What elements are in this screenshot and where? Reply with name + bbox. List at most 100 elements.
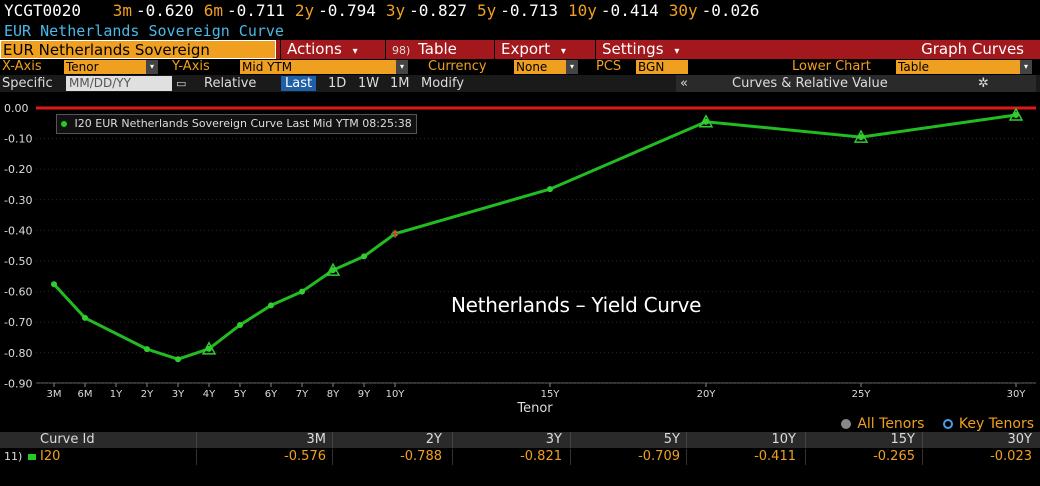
export-menu[interactable]: Export ▾: [494, 40, 594, 59]
chevron-down-icon[interactable]: ▾: [146, 60, 158, 74]
chevron-down-icon[interactable]: ▾: [396, 60, 408, 74]
data-point[interactable]: [51, 281, 57, 288]
y-tick-label: -0.30: [4, 194, 32, 207]
table-cell: -0.576: [284, 449, 326, 464]
column-header[interactable]: 15Y: [890, 432, 915, 447]
column-divider: [452, 432, 453, 448]
data-point[interactable]: [268, 302, 274, 309]
collapse-icon[interactable]: «: [680, 76, 688, 91]
column-header[interactable]: 3M: [306, 432, 327, 447]
data-point[interactable]: [361, 253, 367, 260]
ticker-bar: YCGT0020 3m -0.620 6m -0.711 2y -0.794 3y -0.82…: [0, 0, 1040, 22]
data-point[interactable]: [206, 345, 212, 352]
series-legend-label: I20 EUR Netherlands Sovereign Curve Last…: [74, 117, 412, 130]
pcs-label: PCS: [596, 59, 622, 74]
key-tenors-radio[interactable]: Key Tenors: [942, 416, 1034, 432]
data-point[interactable]: [299, 288, 305, 295]
ticker-tenor: 3y: [385, 1, 406, 20]
date-input[interactable]: MM/DD/YY: [66, 76, 172, 91]
ticker-value: -0.711: [227, 1, 285, 20]
column-divider: [570, 432, 571, 448]
data-point[interactable]: [703, 118, 709, 125]
column-divider: [686, 432, 687, 448]
column-divider: [196, 432, 197, 448]
data-point[interactable]: [547, 186, 553, 193]
last-button[interactable]: Last: [281, 76, 317, 91]
curve-selector[interactable]: EUR Netherlands Sovereign: [0, 40, 276, 59]
column-header[interactable]: 10Y: [771, 432, 796, 447]
x-tick-label: 2Y: [141, 389, 154, 400]
specific-label: Specific: [2, 76, 53, 91]
x-tick-label: 3M: [47, 389, 62, 400]
data-point[interactable]: [858, 134, 864, 141]
key-tenor-marker[interactable]: [698, 114, 714, 128]
curves-relative-value-panel: « Curves & Relative Value ✲: [676, 75, 1036, 92]
1m-button[interactable]: 1M: [390, 76, 410, 91]
ticker-value: -0.794: [318, 1, 376, 20]
yaxis-select[interactable]: Mid YTM: [240, 60, 396, 74]
curve-id-header: Curve Id: [40, 432, 95, 447]
ticker-tenor: 10y: [568, 1, 597, 20]
ticker-tenor: 30y: [668, 1, 698, 20]
column-header[interactable]: 30Y: [1007, 432, 1032, 447]
table-button[interactable]: 98) Table: [385, 40, 493, 59]
key-tenor-marker[interactable]: [325, 262, 341, 276]
gear-icon[interactable]: ✲: [978, 76, 989, 91]
yield-curve-chart: 0.00 -0.10 -0.20 -0.30 -0.40 -0.50 -0.60 -0.70 -…: [4, 102, 1036, 416]
x-tick-label: 1Y: [110, 389, 123, 400]
column-divider: [805, 449, 806, 465]
lower-chart-label: Lower Chart: [792, 59, 871, 74]
calendar-icon[interactable]: ▭: [176, 77, 187, 90]
chevron-down-icon[interactable]: ▾: [566, 60, 578, 74]
pcs-input[interactable]: BGN: [636, 60, 688, 74]
settings-menu[interactable]: Settings ▾: [595, 40, 713, 59]
lower-chart-select[interactable]: Table: [896, 60, 1020, 74]
relative-label: Relative: [204, 76, 257, 91]
ticker-value: -0.414: [600, 1, 659, 20]
currency-select[interactable]: None: [514, 60, 566, 74]
x-tick-label: 5Y: [234, 389, 247, 400]
series-legend[interactable]: I20 EUR Netherlands Sovereign Curve Last…: [56, 114, 417, 134]
x-tick-label: 15Y: [541, 389, 561, 400]
data-point[interactable]: [144, 346, 150, 353]
column-header[interactable]: 5Y: [663, 432, 680, 447]
ticker-value: -0.620: [135, 1, 194, 20]
key-tenor-marker[interactable]: [201, 341, 217, 355]
table-cell: -0.265: [873, 449, 915, 464]
modify-button[interactable]: Modify: [421, 76, 465, 91]
data-point[interactable]: [1013, 112, 1019, 119]
actions-menu[interactable]: Actions ▾: [280, 40, 384, 59]
data-point[interactable]: [330, 267, 336, 274]
y-tick-label: -0.20: [4, 163, 32, 176]
all-tenors-radio[interactable]: All Tenors: [841, 416, 924, 432]
ticker-tenor: 3m: [112, 1, 132, 20]
table-cell: -0.411: [754, 449, 796, 464]
ticker-value: -0.827: [409, 1, 467, 20]
column-divider: [570, 449, 571, 465]
column-header[interactable]: 2Y: [425, 432, 442, 447]
x-tick-label: 3Y: [172, 389, 185, 400]
chevron-down-icon: ▾: [560, 46, 566, 57]
1d-button[interactable]: 1D: [328, 76, 347, 91]
data-point[interactable]: [175, 356, 181, 363]
column-header[interactable]: 3Y: [545, 432, 562, 447]
data-point[interactable]: [82, 314, 88, 321]
x-tick-label: 7Y: [296, 389, 309, 400]
1w-button[interactable]: 1W: [358, 76, 380, 91]
xaxis-select[interactable]: Tenor: [64, 60, 146, 74]
chevron-down-icon[interactable]: ▾: [1020, 60, 1032, 74]
y-tick-label: -0.60: [4, 286, 32, 299]
y-tick-label: -0.40: [4, 224, 32, 237]
column-divider: [805, 432, 806, 448]
x-tick-label: 9Y: [358, 389, 371, 400]
table-cell: -0.788: [400, 449, 442, 464]
table-cell: -0.821: [520, 449, 562, 464]
key-tenor-marker[interactable]: [853, 129, 869, 143]
curve-subtitle: EUR Netherlands Sovereign Curve: [4, 22, 284, 40]
table-row[interactable]: 11) I20 -0.576 -0.788 -0.821 -0.709 -0.411 -0…: [0, 449, 1040, 465]
data-point[interactable]: [237, 321, 243, 328]
graph-curves-button[interactable]: Graph Curves: [921, 40, 1024, 58]
y-tick-label: -0.80: [4, 347, 32, 360]
key-tenor-marker[interactable]: [1008, 107, 1024, 121]
row-curve-id: I20: [40, 449, 61, 464]
